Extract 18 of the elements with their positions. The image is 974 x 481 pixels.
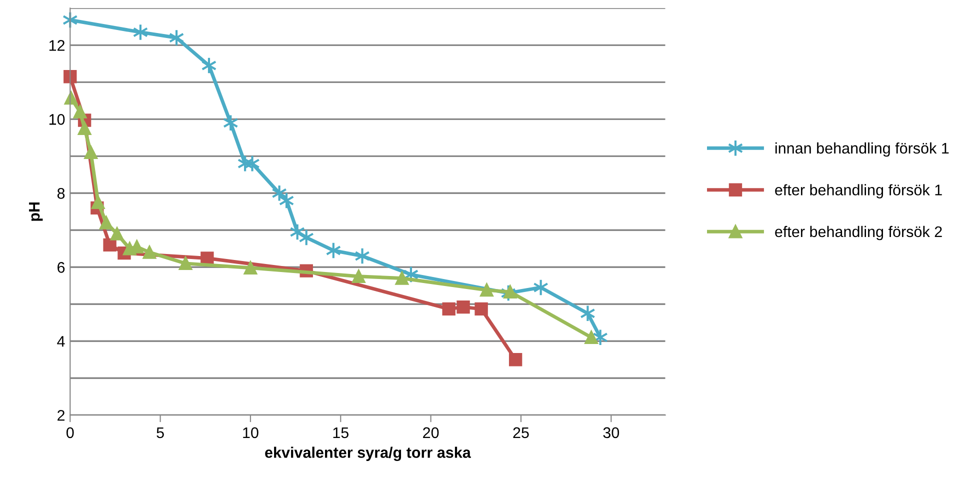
x-tick-label: 15: [333, 427, 348, 438]
legend-label: efter behandling försök 1: [775, 184, 942, 198]
x-tick-label: 0: [66, 427, 74, 438]
y-tick-label: 10: [49, 114, 65, 125]
x-tick-label: 5: [156, 427, 164, 438]
x-tick-label: 30: [603, 427, 620, 438]
x-axis-title: ekvivalenter syra/g torr aska: [265, 446, 471, 462]
y-axis-title: pH: [29, 202, 43, 221]
y-tick-label: 4: [57, 336, 65, 347]
legend-label: efter behandling försök 2: [775, 226, 942, 240]
legend-label: innan behandling försök 1: [775, 142, 949, 157]
y-tick-label: 12: [49, 40, 64, 51]
x-tick-label: 25: [513, 427, 529, 438]
x-tick-label: 10: [243, 427, 258, 438]
y-tick-label: 2: [58, 410, 64, 421]
y-tick-label: 8: [57, 188, 65, 199]
y-tick-label: 6: [58, 262, 65, 273]
x-tick-label: 20: [423, 427, 439, 438]
